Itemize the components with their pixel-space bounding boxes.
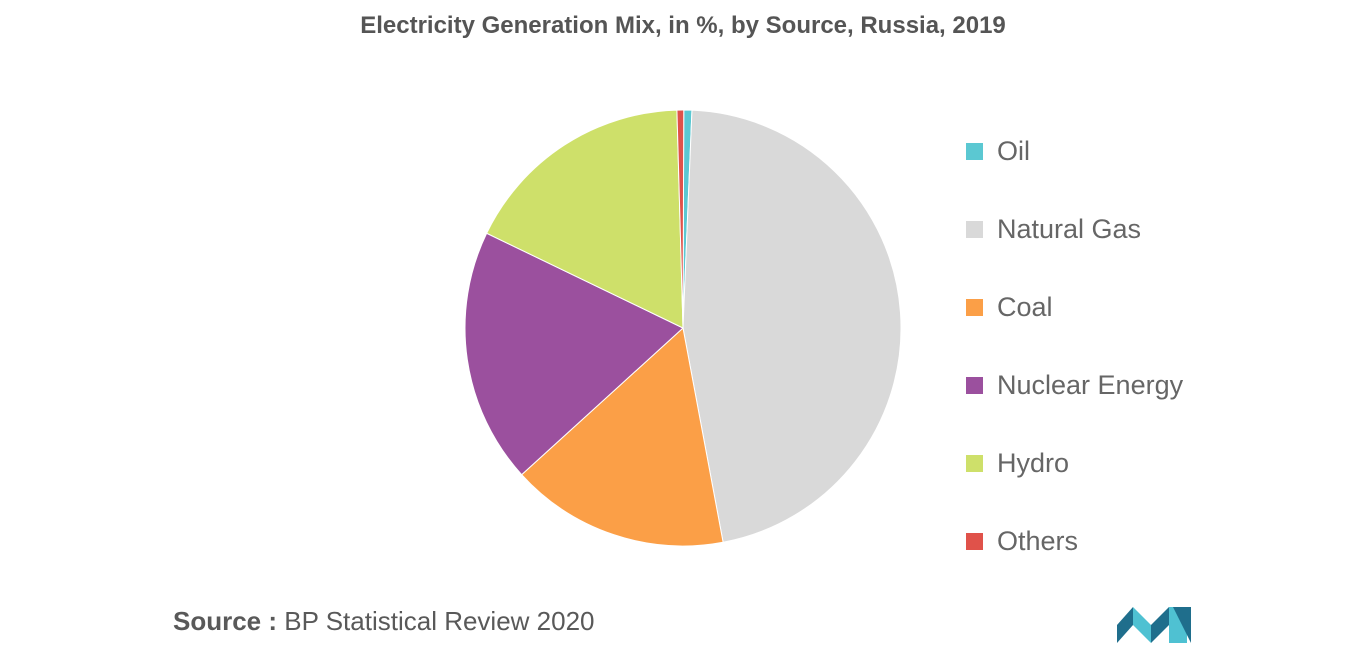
- legend-swatch-nuclear-energy: [966, 376, 983, 394]
- legend-label-coal: Coal: [997, 291, 1053, 322]
- pie-slices: [464, 109, 902, 547]
- legend-swatch-others: [966, 532, 983, 550]
- chart-legend: Oil Natural Gas Coal Nuclear Energy Hydr…: [966, 112, 1183, 580]
- legend-swatch-oil: [966, 142, 983, 160]
- mordor-intelligence-logo-icon: [1117, 607, 1191, 643]
- legend-swatch-hydro: [966, 454, 983, 472]
- source-note: Source : BP Statistical Review 2020: [173, 606, 595, 637]
- legend-item-others: Others: [966, 502, 1183, 580]
- legend-item-oil: Oil: [966, 112, 1183, 190]
- legend-item-natural-gas: Natural Gas: [966, 190, 1183, 268]
- legend-item-hydro: Hydro: [966, 424, 1183, 502]
- pie-slice-nuclear-energy: [464, 232, 684, 476]
- chart-title: Electricity Generation Mix, in %, by Sou…: [360, 12, 1006, 39]
- source-text: BP Statistical Review 2020: [284, 606, 595, 636]
- pie-slice-natural-gas: [682, 109, 902, 543]
- legend-label-hydro: Hydro: [997, 447, 1070, 478]
- pie-slice-coal: [521, 327, 724, 547]
- pie-slice-others: [676, 109, 685, 329]
- legend-item-nuclear-energy: Nuclear Energy: [966, 346, 1183, 424]
- legend-swatch-natural-gas: [966, 220, 983, 238]
- legend-item-coal: Coal: [966, 268, 1183, 346]
- legend-label-natural-gas: Natural Gas: [997, 213, 1142, 244]
- legend-label-nuclear-energy: Nuclear Energy: [997, 369, 1184, 400]
- pie-slice-hydro: [485, 109, 684, 329]
- legend-swatch-coal: [966, 298, 983, 316]
- legend-label-oil: Oil: [997, 135, 1030, 166]
- legend-label-others: Others: [997, 525, 1079, 556]
- source-label: Source :: [173, 606, 278, 636]
